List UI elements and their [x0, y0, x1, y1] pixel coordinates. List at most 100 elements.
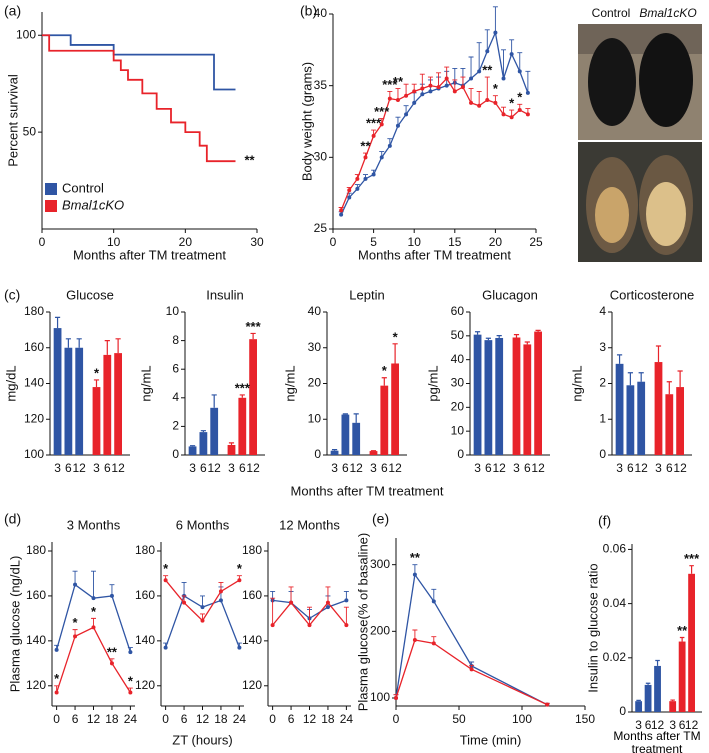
- point: [379, 122, 384, 127]
- point: [54, 690, 59, 695]
- bar: [534, 331, 542, 455]
- point: [91, 625, 96, 630]
- point: [289, 600, 294, 605]
- point: [477, 69, 482, 74]
- error-bar: [270, 597, 276, 626]
- panel-title: Glucose: [66, 287, 114, 302]
- x-tick-label: 6: [72, 712, 79, 726]
- bar: [249, 339, 257, 455]
- error-bar: [468, 56, 474, 79]
- bar: [53, 328, 62, 455]
- point: [163, 578, 168, 583]
- y-tick-label: 10: [166, 304, 180, 318]
- y-tick-label: 10: [308, 411, 322, 425]
- significance: **: [677, 623, 688, 638]
- x-axis-label: Months after TM treatment: [291, 483, 444, 498]
- x-tick-label: 0: [162, 712, 169, 726]
- point: [379, 155, 384, 160]
- error-bar: [392, 343, 398, 364]
- survival-line: [42, 34, 236, 91]
- panel-letter: (c): [4, 287, 20, 303]
- point: [501, 76, 506, 81]
- point: [420, 86, 425, 91]
- panel-title: Insulin: [206, 287, 244, 302]
- point: [339, 212, 344, 217]
- point: [444, 83, 449, 88]
- legend-label: Control: [62, 180, 104, 195]
- x-tick-label: 12: [350, 461, 364, 475]
- panel-title: 6 Months: [176, 517, 230, 532]
- point: [412, 100, 417, 105]
- y-tick-label: 160: [135, 588, 155, 602]
- error-bar: [419, 73, 425, 89]
- point: [509, 115, 514, 120]
- x-tick-label: 6: [645, 718, 652, 732]
- point: [428, 89, 433, 94]
- point: [420, 92, 425, 97]
- x-axis-label: Months after TM treatment: [613, 730, 701, 753]
- x-tick-label: 12: [208, 461, 222, 475]
- error-bar: [501, 49, 507, 79]
- point: [128, 690, 133, 695]
- y-tick-label: 120: [242, 678, 262, 692]
- panel: 25 30 35 40 0 5 10 15 20 25 (b) Body weight (grams)…: [299, 3, 543, 263]
- x-tick-label: 0: [330, 235, 337, 249]
- x-tick-label: 0: [53, 712, 60, 726]
- panel-title: Glucagon: [482, 287, 538, 302]
- point: [363, 155, 368, 160]
- y-axis-label: Percent survival: [5, 74, 20, 167]
- y-axis-label: ng/mL: [282, 365, 297, 401]
- bar: [114, 353, 122, 455]
- x-tick-label: 25: [529, 235, 543, 249]
- x-tick-label: 12: [651, 718, 665, 732]
- y-tick-label: 10: [451, 423, 465, 437]
- point: [493, 30, 498, 35]
- series-line: [55, 626, 131, 693]
- point: [444, 76, 449, 81]
- error-bar: [342, 413, 348, 415]
- y-tick-label: 100: [16, 27, 36, 41]
- photo-label: Control: [592, 6, 631, 20]
- significance: **: [244, 153, 255, 168]
- significance: *: [163, 561, 169, 576]
- bar: [92, 387, 101, 455]
- point: [469, 667, 474, 672]
- bar: [523, 344, 532, 455]
- x-tick-label: 0: [269, 712, 276, 726]
- point: [325, 605, 330, 610]
- point: [412, 89, 417, 94]
- panel-title: Leptin: [349, 287, 384, 302]
- y-tick-label: 160: [24, 340, 44, 354]
- point: [163, 645, 168, 650]
- error-bar: [353, 413, 359, 423]
- error-bar: [616, 354, 623, 364]
- x-tick-label: 12: [531, 461, 545, 475]
- survival-line: [42, 34, 236, 163]
- y-tick-label: 40: [451, 352, 465, 366]
- bar: [669, 701, 677, 712]
- y-tick-label: 40: [314, 6, 328, 20]
- point: [452, 89, 457, 94]
- bar: [75, 347, 84, 455]
- bar: [626, 385, 635, 455]
- point: [436, 85, 441, 90]
- x-tick-label: 3: [635, 718, 642, 732]
- significance: **: [410, 550, 421, 565]
- significance: *: [382, 363, 388, 378]
- x-tick-label: 24: [340, 712, 354, 726]
- error-bar: [288, 586, 294, 603]
- significance: *: [493, 81, 499, 96]
- x-tick-label: 12: [493, 461, 507, 475]
- significance: ***: [684, 551, 700, 566]
- error-bar: [524, 341, 530, 345]
- point: [517, 69, 522, 74]
- point: [237, 645, 242, 650]
- y-tick-label: 2: [172, 419, 179, 433]
- x-axis-label: Time (min): [460, 732, 522, 747]
- point: [501, 112, 506, 117]
- error-bar: [670, 699, 675, 702]
- y-tick-label: 50: [23, 124, 37, 138]
- y-axis-label: Plasma glucose (ng/dL): [7, 556, 22, 693]
- y-tick-label: 140: [242, 633, 262, 647]
- y-tick-label: 2: [599, 376, 606, 390]
